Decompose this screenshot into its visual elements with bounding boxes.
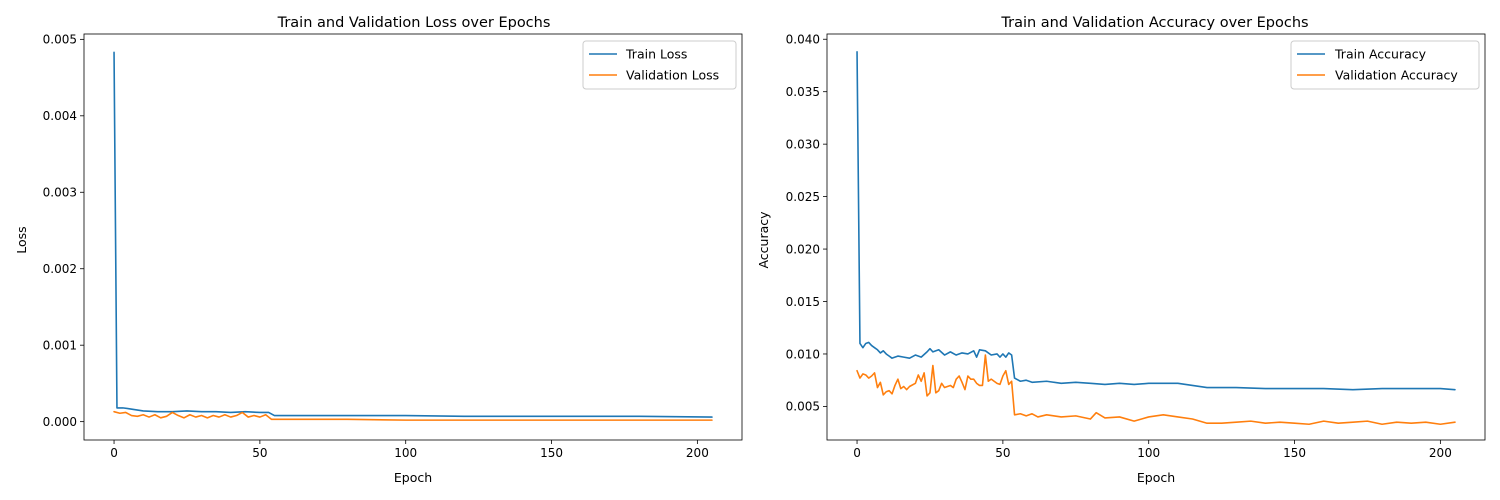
loss-y-tick-label: 0.004 bbox=[43, 109, 77, 123]
loss-ticks: 0 50 100 150 200 0.000 0.001 0.002 0.003 0.004 0.0… bbox=[43, 33, 709, 460]
loss-legend-box bbox=[582, 40, 737, 90]
accuracy-y-tick-label: 0.030 bbox=[786, 137, 820, 151]
accuracy-x-tick-label: 0 bbox=[853, 446, 861, 460]
loss-series-validation-line bbox=[113, 410, 713, 421]
loss-y-tick-label: 0.005 bbox=[43, 33, 77, 47]
loss-y-axis-label: Loss bbox=[14, 226, 29, 253]
accuracy-legend: Train Accuracy Validation Accuracy bbox=[1290, 40, 1480, 90]
loss-x-tick-label: 50 bbox=[252, 446, 267, 460]
loss-x-axis-label: Epoch bbox=[394, 470, 432, 485]
accuracy-y-tick-label: 0.040 bbox=[786, 33, 820, 47]
loss-y-tick-label: 0.003 bbox=[43, 186, 77, 200]
accuracy-legend-label-validation: Validation Accuracy bbox=[1335, 68, 1458, 83]
accuracy-x-tick-label: 200 bbox=[1429, 446, 1452, 460]
accuracy-y-tick-label: 0.010 bbox=[786, 347, 820, 361]
loss-axes-frame bbox=[83, 33, 743, 441]
loss-y-tick-label: 0.002 bbox=[43, 262, 77, 276]
loss-x-tick-label: 200 bbox=[686, 446, 709, 460]
accuracy-y-axis-label: Accuracy bbox=[756, 211, 771, 269]
accuracy-chart-title: Train and Validation Accuracy over Epoch… bbox=[1000, 15, 1308, 31]
accuracy-x-axis-label: Epoch bbox=[1137, 470, 1175, 485]
accuracy-ticks: 0 50 100 150 200 0.005 0.010 0.015 0.020 0.025 0.0… bbox=[786, 33, 1452, 460]
accuracy-y-tick-label: 0.005 bbox=[786, 400, 820, 414]
accuracy-legend-label-train: Train Accuracy bbox=[1334, 47, 1427, 62]
loss-series-train-line bbox=[113, 51, 713, 418]
accuracy-series-train-line bbox=[856, 51, 1456, 391]
accuracy-legend-box bbox=[1290, 40, 1480, 90]
accuracy-y-tick-label: 0.015 bbox=[786, 295, 820, 309]
loss-chart-title: Train and Validation Loss over Epochs bbox=[277, 15, 551, 31]
loss-y-tick-label: 0.001 bbox=[43, 338, 77, 352]
loss-x-tick-label: 0 bbox=[110, 446, 118, 460]
loss-x-tick-label: 100 bbox=[394, 446, 417, 460]
loss-chart: Train and Validation Loss over Epochs Ep… bbox=[14, 15, 743, 485]
accuracy-series-validation-line bbox=[856, 354, 1456, 426]
loss-legend-label-validation: Validation Loss bbox=[626, 68, 719, 83]
accuracy-y-tick-label: 0.020 bbox=[786, 242, 820, 256]
accuracy-x-tick-label: 150 bbox=[1283, 446, 1306, 460]
loss-legend-label-train: Train Loss bbox=[625, 47, 687, 62]
accuracy-series bbox=[856, 51, 1456, 426]
accuracy-y-tick-label: 0.035 bbox=[786, 85, 820, 99]
loss-y-tick-label: 0.000 bbox=[43, 415, 77, 429]
accuracy-axes-frame bbox=[826, 33, 1486, 441]
loss-series bbox=[113, 51, 713, 421]
accuracy-x-tick-label: 50 bbox=[995, 446, 1010, 460]
loss-x-tick-label: 150 bbox=[540, 446, 563, 460]
loss-legend: Train Loss Validation Loss bbox=[582, 40, 737, 90]
accuracy-chart: Train and Validation Accuracy over Epoch… bbox=[756, 15, 1486, 485]
accuracy-x-tick-label: 100 bbox=[1137, 446, 1160, 460]
accuracy-y-tick-label: 0.025 bbox=[786, 190, 820, 204]
